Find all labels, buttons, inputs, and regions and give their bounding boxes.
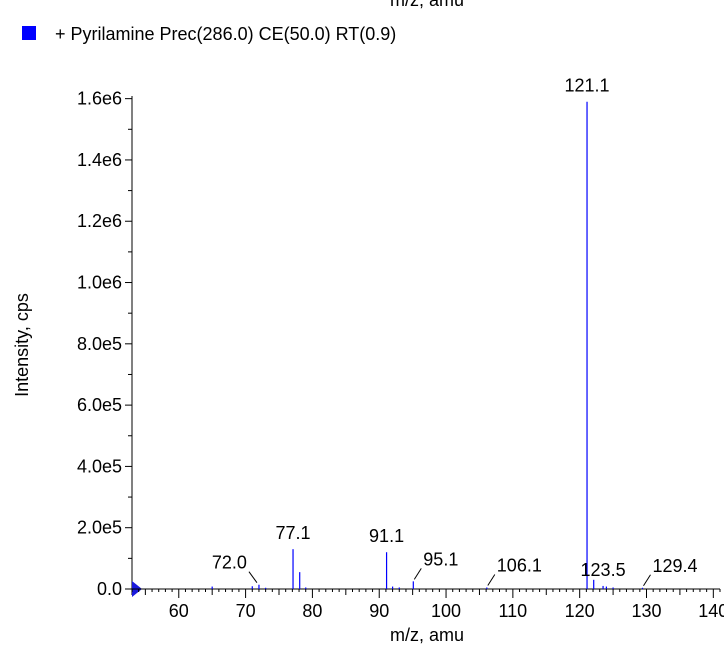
peak-label-leader-7 [643, 574, 651, 587]
y-tick-label-1: 2.0e5 [77, 518, 122, 538]
y-tick-label-6: 1.2e6 [77, 211, 122, 231]
peak-label-leader-5 [487, 574, 496, 586]
y-tick-label-2: 4.0e5 [77, 456, 122, 476]
x-tick-label-90: 90 [369, 601, 389, 621]
peak-label-2: 91.1 [369, 526, 404, 546]
x-tick-label-70: 70 [236, 601, 256, 621]
peaks-group [211, 101, 644, 589]
top-axis-label: m/z, amu [390, 0, 464, 10]
y-tick-label-0: 0.0 [97, 579, 122, 599]
peak-label-4: 72.0 [212, 553, 247, 573]
peak-labels-group: 121.1 77.1 91.1 95.1 72.0 106.1 123.5 129.4 [212, 76, 698, 587]
y-tick-label-7: 1.4e6 [77, 150, 122, 170]
legend-swatch [22, 26, 36, 40]
peak-label-0: 121.1 [565, 76, 610, 96]
y-tick-label-4: 8.0e5 [77, 334, 122, 354]
peak-label-3: 95.1 [423, 549, 458, 569]
y-tick-label-8: 1.6e6 [77, 89, 122, 109]
y-axis-label: Intensity, cps [12, 293, 32, 397]
peak-label-5: 106.1 [497, 555, 542, 575]
y-axis: 0.0 2.0e5 4.0e5 6.0e5 8.0e5 1.0e6 1.2e6 1.4e6 1.… [77, 89, 142, 599]
x-tick-label-80: 80 [302, 601, 322, 621]
x-tick-label-140: 140 [698, 601, 724, 621]
x-axis: 60 70 80 90 100 110 120 130 140 [131, 588, 724, 621]
peak-label-leader-4 [248, 571, 258, 584]
x-tick-label-130: 130 [631, 601, 661, 621]
x-tick-label-100: 100 [431, 601, 461, 621]
legend-label: + Pyrilamine Prec(286.0) CE(50.0) RT(0.9… [55, 24, 396, 44]
peak-label-leader-3 [413, 568, 422, 580]
peak-label-6: 123.5 [581, 560, 626, 580]
y-tick-label-3: 6.0e5 [77, 395, 122, 415]
peak-label-7: 129.4 [652, 556, 697, 576]
x-tick-label-110: 110 [499, 601, 528, 621]
x-tick-label-60: 60 [169, 601, 189, 621]
x-axis-label: m/z, amu [390, 625, 464, 645]
peak-label-1: 77.1 [276, 523, 311, 543]
y-tick-label-5: 1.0e6 [77, 273, 122, 293]
x-tick-label-120: 120 [565, 601, 595, 621]
